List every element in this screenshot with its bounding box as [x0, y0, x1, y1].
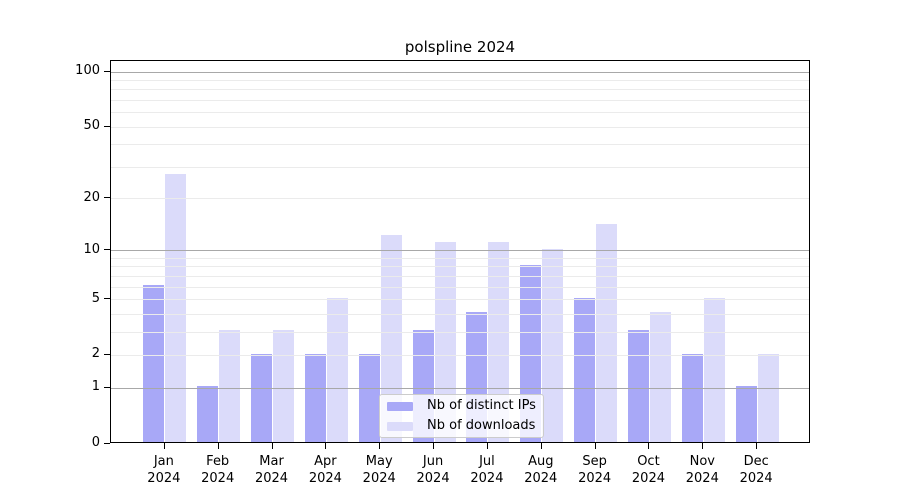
- y-tick-5: [104, 298, 110, 300]
- y-tick-2: [104, 353, 110, 355]
- y-tick-label-2: 2: [91, 346, 100, 362]
- y-tick-1: [104, 386, 110, 388]
- bar-aug-downloads: [542, 248, 564, 442]
- x-tick-label-apr: Apr 2024: [308, 454, 342, 486]
- gridline-minor-90: [111, 80, 809, 82]
- x-tick-label-feb: Feb 2024: [201, 454, 235, 486]
- y-tick-label-10: 10: [83, 241, 100, 257]
- legend-item-downloads: Nb of downloads: [387, 417, 536, 435]
- x-tick-nov: [702, 443, 704, 449]
- bar-apr-downloads: [326, 297, 348, 442]
- bar-apr-distinct-ips: [304, 353, 326, 442]
- bar-oct-downloads: [649, 312, 671, 442]
- x-tick-jul: [486, 443, 488, 449]
- x-tick-label-aug: Aug 2024: [524, 454, 558, 486]
- x-tick-oct: [648, 443, 650, 449]
- bar-jul-downloads: [488, 241, 510, 442]
- gridline-minor-40: [111, 144, 809, 146]
- y-tick-100: [104, 70, 110, 72]
- bar-feb-distinct-ips: [197, 386, 219, 442]
- x-tick-jan: [163, 443, 165, 449]
- x-tick-apr: [325, 443, 327, 449]
- x-tick-may: [379, 443, 381, 449]
- bar-nov-distinct-ips: [681, 353, 703, 442]
- y-tick-label-5: 5: [91, 290, 100, 306]
- gridline-major-100: [111, 71, 809, 73]
- legend-item-distinct-ips: Nb of distinct IPs: [387, 397, 536, 415]
- bar-jan-downloads: [165, 173, 187, 442]
- gridline-minor-30: [111, 166, 809, 168]
- x-tick-label-jun: Jun 2024: [416, 454, 450, 486]
- gridline-minor-50: [111, 126, 809, 128]
- y-tick-label-20: 20: [83, 189, 100, 205]
- gridline-minor-9: [111, 257, 809, 259]
- bar-sep-distinct-ips: [574, 297, 596, 442]
- x-tick-jun: [433, 443, 435, 449]
- bar-jun-downloads: [434, 241, 456, 442]
- plot-area: Nb of distinct IPs Nb of downloads: [110, 60, 810, 443]
- x-tick-label-may: May 2024: [362, 454, 396, 486]
- gridline-minor-70: [111, 100, 809, 102]
- gridline-minor-6: [111, 286, 809, 288]
- y-tick-20: [104, 197, 110, 199]
- gridline-minor-20: [111, 198, 809, 200]
- x-tick-label-jan: Jan 2024: [147, 454, 181, 486]
- bar-sep-downloads: [596, 223, 618, 442]
- legend-swatch-downloads: [387, 421, 413, 431]
- y-tick-0: [104, 442, 110, 444]
- bar-mar-downloads: [273, 330, 295, 442]
- x-tick-dec: [756, 443, 758, 449]
- x-tick-aug: [540, 443, 542, 449]
- chart-title: polspline 2024: [404, 38, 516, 56]
- bar-mar-distinct-ips: [251, 353, 273, 442]
- x-tick-label-nov: Nov 2024: [685, 454, 719, 486]
- bar-jan-distinct-ips: [143, 285, 165, 442]
- legend: Nb of distinct IPs Nb of downloads: [379, 394, 544, 438]
- gridline-minor-8: [111, 266, 809, 268]
- bar-may-distinct-ips: [358, 353, 380, 442]
- x-tick-feb: [217, 443, 219, 449]
- x-tick-mar: [271, 443, 273, 449]
- gridline-minor-7: [111, 275, 809, 277]
- y-tick-label-50: 50: [83, 118, 100, 134]
- gridline-minor-60: [111, 112, 809, 114]
- x-tick-label-mar: Mar 2024: [254, 454, 289, 486]
- legend-label-distinct-ips: Nb of distinct IPs: [427, 398, 536, 413]
- legend-label-downloads: Nb of downloads: [427, 418, 536, 433]
- x-tick-label-dec: Dec 2024: [739, 454, 773, 486]
- y-tick-50: [104, 125, 110, 127]
- y-tick-10: [104, 249, 110, 251]
- bar-dec-distinct-ips: [735, 386, 757, 442]
- x-tick-label-oct: Oct 2024: [631, 454, 665, 486]
- bar-feb-downloads: [219, 330, 241, 442]
- gridline-minor-80: [111, 89, 809, 91]
- x-tick-sep: [594, 443, 596, 449]
- gridline-major-10: [111, 250, 809, 252]
- y-tick-label-0: 0: [91, 435, 100, 450]
- legend-swatch-distinct-ips: [387, 401, 413, 411]
- bar-dec-downloads: [757, 353, 779, 442]
- bar-oct-distinct-ips: [627, 330, 649, 442]
- y-tick-label-1: 1: [91, 379, 100, 395]
- x-tick-label-sep: Sep 2024: [578, 454, 612, 486]
- y-tick-label-100: 100: [75, 63, 100, 79]
- bar-nov-downloads: [703, 297, 725, 442]
- x-tick-label-jul: Jul 2024: [470, 454, 504, 486]
